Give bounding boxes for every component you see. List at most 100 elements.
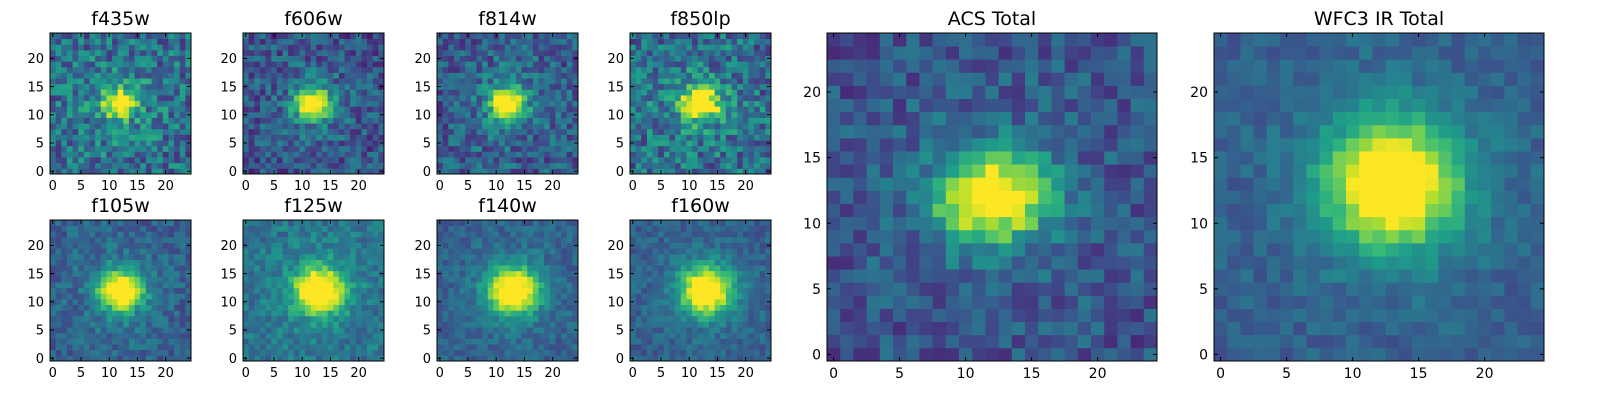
heatmap-cell	[442, 259, 449, 266]
heatmap-cell	[697, 55, 704, 62]
heatmap-cell	[572, 162, 579, 169]
heatmap-cell	[72, 66, 79, 73]
heatmap-cell	[737, 72, 744, 79]
heatmap-cell	[157, 265, 164, 272]
heatmap-cell	[549, 253, 556, 260]
heatmap-cell	[482, 242, 489, 249]
heatmap-cell	[83, 315, 90, 322]
heatmap-cell	[50, 265, 57, 272]
heatmap-cell	[641, 134, 648, 141]
heatmap-cell	[504, 123, 511, 130]
heatmap-cell	[100, 78, 107, 85]
heatmap-cell	[442, 242, 449, 249]
heatmap-cell	[83, 349, 90, 356]
heatmap-cell	[487, 72, 494, 79]
heatmap-cell	[282, 134, 289, 141]
heatmap-cell	[61, 83, 68, 90]
heatmap-cell	[635, 304, 642, 311]
heatmap-cell	[321, 123, 328, 130]
heatmap-cell	[259, 61, 266, 68]
heatmap-cell	[453, 259, 460, 266]
heatmap-cell	[66, 33, 73, 40]
heatmap-cell	[372, 304, 379, 311]
heatmap-cell	[566, 338, 573, 345]
heatmap-cell	[448, 315, 455, 322]
heatmap-cell	[344, 95, 351, 102]
heatmap-cell	[527, 38, 534, 45]
heatmap-cell	[521, 338, 528, 345]
heatmap-cell	[95, 140, 102, 147]
heatmap-cell	[123, 66, 130, 73]
heatmap-cell	[532, 66, 539, 73]
heatmap-cell	[95, 49, 102, 56]
heatmap-cell	[282, 327, 289, 334]
heatmap-cell	[372, 265, 379, 272]
heatmap-cell	[658, 293, 665, 300]
heatmap-cell	[305, 282, 312, 289]
heatmap-cell	[55, 344, 62, 351]
heatmap-cell	[344, 145, 351, 152]
heatmap-cell	[265, 236, 272, 243]
heatmap-cell	[544, 276, 551, 283]
heatmap-cell	[174, 44, 181, 51]
heatmap-cell	[703, 128, 710, 135]
heatmap-cell	[288, 95, 295, 102]
heatmap-cell	[248, 38, 255, 45]
heatmap-cell	[338, 276, 345, 283]
heatmap-cell	[725, 123, 732, 130]
heatmap-cell	[288, 33, 295, 40]
heatmap-cell	[453, 66, 460, 73]
heatmap-cell	[254, 259, 261, 266]
heatmap-cell	[442, 89, 449, 96]
heatmap-cell	[470, 106, 477, 113]
heatmap-cell	[100, 265, 107, 272]
heatmap-cell	[140, 111, 147, 118]
heatmap-cell	[663, 282, 670, 289]
heatmap-cell	[680, 344, 687, 351]
heatmap-cell	[482, 111, 489, 118]
heatmap-cell	[140, 321, 147, 328]
heatmap-cell	[55, 282, 62, 289]
heatmap-cell	[282, 242, 289, 249]
heatmap-cell	[487, 89, 494, 96]
heatmap-cell	[123, 259, 130, 266]
heatmap-cell	[95, 225, 102, 232]
heatmap-cell	[476, 140, 483, 147]
heatmap-cell	[555, 225, 562, 232]
heatmap-cell	[731, 151, 738, 158]
heatmap-cell	[499, 157, 506, 164]
heatmap-cell	[499, 33, 506, 40]
heatmap-cell	[265, 225, 272, 232]
heatmap-cell	[663, 134, 670, 141]
heatmap-cell	[372, 145, 379, 152]
heatmap-cell	[493, 49, 500, 56]
heatmap-cell	[106, 83, 113, 90]
heatmap-cell	[61, 287, 68, 294]
heatmap-cell	[282, 145, 289, 152]
heatmap-cell	[243, 287, 250, 294]
heatmap-cell	[504, 89, 511, 96]
heatmap-cell	[510, 248, 517, 255]
heatmap-cell	[106, 72, 113, 79]
heatmap-cell	[271, 259, 278, 266]
heatmap-cell	[276, 95, 283, 102]
heatmap-cell	[350, 315, 357, 322]
heatmap-cell	[151, 310, 158, 317]
heatmap-cell	[658, 106, 665, 113]
heatmap-cell	[333, 78, 340, 85]
heatmap-cell	[89, 100, 96, 107]
heatmap-cell	[55, 231, 62, 238]
heatmap-cell	[714, 293, 721, 300]
heatmap-cell	[493, 315, 500, 322]
heatmap-cell	[448, 220, 455, 227]
heatmap-cell	[157, 89, 164, 96]
heatmap-cell	[703, 327, 710, 334]
heatmap-cell	[510, 111, 517, 118]
heatmap-cell	[527, 349, 534, 356]
heatmap-cell	[378, 344, 385, 351]
heatmap-cell	[254, 248, 261, 255]
heatmap-cell	[248, 72, 255, 79]
heatmap-cell	[174, 66, 181, 73]
heatmap-cell	[680, 287, 687, 294]
